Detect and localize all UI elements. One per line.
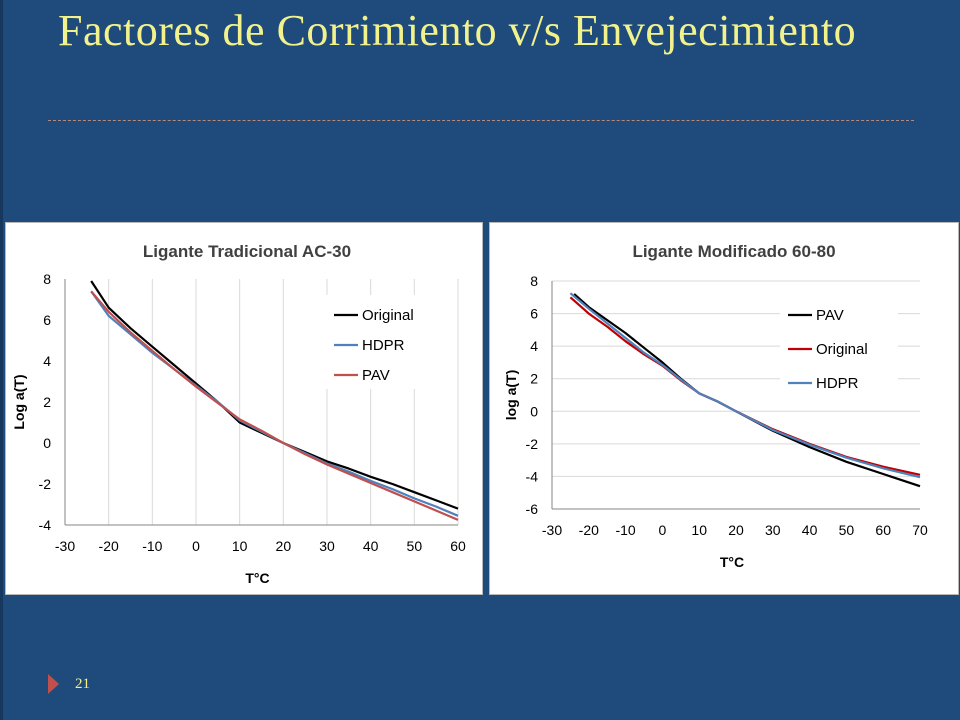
x-tick-label: 30 bbox=[765, 522, 781, 538]
x-tick-label: 10 bbox=[691, 522, 707, 538]
y-tick-label: -2 bbox=[526, 436, 539, 452]
slide-footer: 21 bbox=[48, 672, 90, 696]
x-tick-label: -30 bbox=[55, 538, 75, 554]
y-axis-label: Log a(T) bbox=[11, 374, 27, 429]
series-line-hdpr bbox=[569, 292, 921, 479]
y-tick-label: 0 bbox=[530, 403, 538, 419]
legend-label: PAV bbox=[362, 367, 390, 384]
x-tick-label: 60 bbox=[450, 538, 466, 554]
chart-panel-modificado: -30 -20 -10 0 10 20 30 40 50 60 70 -6 -4 -2 0 2 4 6 8 Ligan… bbox=[489, 222, 959, 595]
x-tick-label: 0 bbox=[192, 538, 200, 554]
x-tick-label: 50 bbox=[839, 522, 855, 538]
x-tick-label: 60 bbox=[875, 522, 891, 538]
title-divider bbox=[48, 120, 914, 121]
x-tick-label: 30 bbox=[319, 538, 335, 554]
y-tick-label: -2 bbox=[39, 476, 52, 492]
legend-box bbox=[326, 295, 450, 389]
x-tick-label: -20 bbox=[579, 522, 599, 538]
chart-title: Ligante Modificado 60-80 bbox=[632, 242, 835, 261]
y-tick-label: 4 bbox=[43, 353, 51, 369]
y-tick-label: 8 bbox=[530, 273, 538, 289]
slide-title: Factores de Corrimiento v/s Envejecimien… bbox=[58, 6, 857, 55]
legend-label: Original bbox=[362, 307, 414, 324]
x-tick-label: 40 bbox=[802, 522, 818, 538]
x-tick-label: 10 bbox=[232, 538, 248, 554]
legend-label: Original bbox=[816, 341, 868, 358]
series-line-pav bbox=[90, 290, 459, 521]
x-axis-label: T°C bbox=[720, 554, 744, 570]
x-tick-label: -10 bbox=[615, 522, 635, 538]
x-tick-label: 20 bbox=[728, 522, 744, 538]
y-tick-label: -4 bbox=[526, 468, 539, 484]
x-tick-label: 70 bbox=[912, 522, 928, 538]
chart-title: Ligante Tradicional AC-30 bbox=[143, 242, 351, 261]
legend-label: PAV bbox=[816, 307, 844, 324]
x-axis-label: T°C bbox=[245, 570, 269, 586]
page-number: 21 bbox=[75, 675, 90, 692]
y-tick-label: 6 bbox=[530, 306, 538, 322]
y-tick-label: 8 bbox=[43, 271, 51, 287]
x-tick-label: 50 bbox=[407, 538, 423, 554]
chart-modificado: -30 -20 -10 0 10 20 30 40 50 60 70-6-4-202468Ligan… bbox=[503, 242, 928, 570]
x-tick-label: 0 bbox=[659, 522, 667, 538]
x-tick-label: 20 bbox=[276, 538, 292, 554]
y-tick-label: 6 bbox=[43, 312, 51, 328]
x-tick-label: -20 bbox=[99, 538, 119, 554]
y-tick-label: 2 bbox=[530, 371, 538, 387]
y-tick-label: 0 bbox=[43, 435, 51, 451]
legend-label: HDPR bbox=[362, 337, 405, 354]
y-axis-label: log a(T) bbox=[503, 370, 519, 421]
left-edge-bar bbox=[0, 0, 3, 720]
legend-label: HDPR bbox=[816, 375, 859, 392]
x-tick-label: -30 bbox=[542, 522, 562, 538]
x-tick-label: -10 bbox=[142, 538, 162, 554]
y-tick-label: 4 bbox=[530, 338, 538, 354]
chart-panel-ac30: -30 -20 -10 0 10 20 30 40 50 60 -4 -2 0 2 4 6 8 Ligante T… bbox=[5, 222, 483, 595]
y-tick-label: -4 bbox=[39, 517, 52, 533]
triangle-bullet-icon bbox=[48, 674, 59, 694]
y-tick-label: 2 bbox=[43, 394, 51, 410]
x-tick-label: 40 bbox=[363, 538, 379, 554]
y-tick-label: -6 bbox=[526, 501, 539, 517]
